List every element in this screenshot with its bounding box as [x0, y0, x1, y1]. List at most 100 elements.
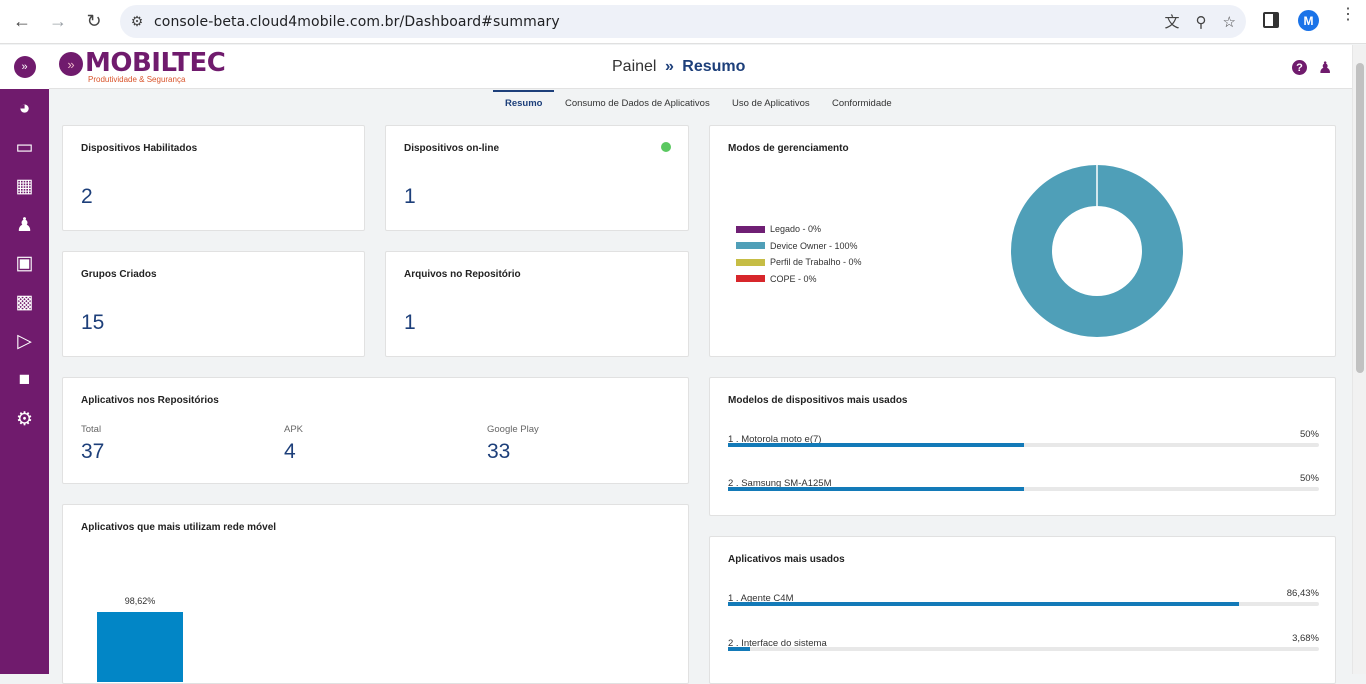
dashboard-icon[interactable]: ◕: [18, 98, 31, 119]
sidebar-toggle[interactable]: »: [0, 45, 49, 89]
tab-uso-aplicativos[interactable]: Uso de Aplicativos: [732, 98, 810, 109]
list-item[interactable]: 1 . Agente C4M 86,43%: [728, 588, 1319, 606]
model-label: 2 . Samsung SM-A125M: [728, 478, 832, 489]
profile-avatar[interactable]: M: [1298, 10, 1319, 31]
browser-menu-icon[interactable]: ⋮: [1340, 6, 1356, 23]
robot-icon[interactable]: ■: [18, 369, 31, 390]
legend-label: Device Owner - 100%: [770, 240, 858, 251]
card-devices-enabled[interactable]: Dispositivos Habilitados 2: [62, 125, 365, 231]
card-title: Aplicativos que mais utilizam rede móvel: [81, 522, 277, 533]
progress-fill: [728, 602, 1239, 606]
legend-item[interactable]: COPE - 0%: [736, 271, 862, 288]
progress-fill: [728, 487, 1024, 491]
play-store-icon[interactable]: ▷: [17, 330, 32, 352]
devices-icon[interactable]: ▭: [15, 136, 34, 158]
tab-consumo-dados[interactable]: Consumo de Dados de Aplicativos: [565, 98, 710, 109]
breadcrumb-separator: »: [664, 58, 674, 75]
card-repo-files[interactable]: Arquivos no Repositório 1: [385, 251, 689, 357]
address-bar[interactable]: ⚙ console-beta.cloud4mobile.com.br/Dashb…: [120, 5, 1246, 38]
list-item[interactable]: 2 . Interface do sistema 3,68%: [728, 633, 1319, 651]
grid-icon[interactable]: ▦: [15, 175, 34, 197]
settings-icon[interactable]: ⚙: [15, 408, 34, 430]
page-scrollbar[interactable]: [1352, 45, 1366, 674]
progress-track: [728, 487, 1319, 491]
list-item[interactable]: 1 . Motorola moto e(7) 50%: [728, 429, 1319, 447]
groups-created-count: 15: [81, 311, 105, 334]
bar-data-label: 98,62%: [124, 596, 156, 606]
card-repo-apps: Aplicativos nos Repositórios Total 37 AP…: [62, 377, 689, 484]
card-top-apps: Aplicativos mais usados 1 . Agente C4M 8…: [709, 536, 1336, 684]
stat-label-total: Total: [81, 424, 102, 435]
online-status-dot: [661, 142, 671, 152]
stat-value-apk: 4: [284, 440, 296, 463]
app-percent: 86,43%: [1286, 588, 1319, 599]
donut-chart[interactable]: [1010, 164, 1184, 338]
legend-label: Perfil de Trabalho - 0%: [770, 257, 862, 268]
stat-value-total: 37: [81, 440, 105, 463]
reload-icon[interactable]: ↻: [86, 11, 102, 31]
card-title: Modelos de dispositivos mais usados: [728, 395, 908, 406]
card-top-models: Modelos de dispositivos mais usados 1 . …: [709, 377, 1336, 516]
card-title: Modos de gerenciamento: [728, 143, 849, 154]
legend-swatch: [736, 242, 765, 250]
card-title: Grupos Criados: [81, 269, 157, 280]
brand-name: MOBILTEC: [85, 48, 226, 78]
legend-item[interactable]: Device Owner - 100%: [736, 238, 862, 255]
model-percent: 50%: [1299, 429, 1319, 440]
model-percent: 50%: [1299, 473, 1319, 484]
brand-logo[interactable]: » MOBILTEC Produtividade & Segurança: [59, 48, 226, 84]
repo-files-count: 1: [404, 311, 416, 334]
back-icon[interactable]: ←: [13, 11, 31, 31]
stat-label-google-play: Google Play: [487, 424, 539, 435]
model-label: 1 . Motorola moto e(7): [728, 434, 822, 445]
side-panel-icon[interactable]: [1263, 12, 1279, 28]
tab-conformidade[interactable]: Conformidade: [832, 98, 892, 109]
card-management-modes: Modos de gerenciamento Legado - 0% Devic…: [709, 125, 1336, 357]
groups-icon[interactable]: ♟: [15, 214, 34, 236]
chart-legend: Legado - 0% Device Owner - 100% Perfil d…: [736, 221, 862, 287]
forward-icon[interactable]: →: [49, 11, 67, 31]
progress-fill: [728, 647, 750, 651]
legend-swatch: [736, 258, 765, 266]
stat-value-google-play: 33: [487, 440, 511, 463]
user-icon[interactable]: ♟: [1318, 60, 1333, 77]
card-groups-created[interactable]: Grupos Criados 15: [62, 251, 365, 357]
bookmark-star-icon[interactable]: ☆: [1222, 13, 1236, 31]
browser-toolbar: ← → ↻ ⚙ console-beta.cloud4mobile.com.br…: [0, 0, 1366, 44]
help-icon[interactable]: ?: [1292, 60, 1307, 75]
card-devices-online[interactable]: Dispositivos on-line 1: [385, 125, 689, 231]
brand-mark-icon: »: [59, 52, 83, 76]
legend-item[interactable]: Legado - 0%: [736, 221, 862, 238]
card-title: Aplicativos nos Repositórios: [81, 395, 219, 406]
list-item[interactable]: 2 . Samsung SM-A125M 50%: [728, 473, 1319, 491]
bar-mark[interactable]: [97, 612, 183, 682]
app-header: » MOBILTEC Produtividade & Segurança Pai…: [49, 45, 1352, 89]
zoom-icon[interactable]: ⚲: [1195, 13, 1207, 31]
app-label: 2 . Interface do sistema: [728, 638, 827, 649]
legend-swatch: [736, 225, 765, 233]
translate-icon[interactable]: 文: [1164, 14, 1180, 31]
chevron-right-icon[interactable]: »: [13, 56, 36, 78]
inbox-icon[interactable]: ▣: [15, 252, 34, 274]
breadcrumb-current: Resumo: [682, 58, 746, 75]
card-title: Dispositivos Habilitados: [81, 143, 198, 154]
progress-track: [728, 443, 1319, 447]
card-title: Arquivos no Repositório: [404, 269, 521, 280]
tab-resumo[interactable]: Resumo: [505, 98, 543, 109]
url-text[interactable]: console-beta.cloud4mobile.com.br/Dashboa…: [154, 13, 560, 30]
scrollbar-thumb[interactable]: [1356, 63, 1364, 373]
progress-track: [728, 602, 1319, 606]
progress-fill: [728, 443, 1024, 447]
legend-swatch: [736, 275, 765, 283]
breadcrumb-parent[interactable]: Painel: [612, 58, 657, 75]
breadcrumb: Painel » Resumo: [612, 58, 745, 76]
stat-label-apk: APK: [284, 424, 304, 435]
legend-item[interactable]: Perfil de Trabalho - 0%: [736, 254, 862, 271]
site-info-icon[interactable]: ⚙: [130, 13, 144, 29]
devices-enabled-count: 2: [81, 185, 93, 208]
app-label: 1 . Agente C4M: [728, 593, 794, 604]
legend-label: Legado - 0%: [770, 224, 822, 235]
card-title: Dispositivos on-line: [404, 143, 500, 154]
apps-icon[interactable]: ▩: [15, 291, 34, 313]
sidebar: » ◕ ▭ ▦ ♟ ▣ ▩ ▷ ■ ⚙: [0, 45, 49, 674]
